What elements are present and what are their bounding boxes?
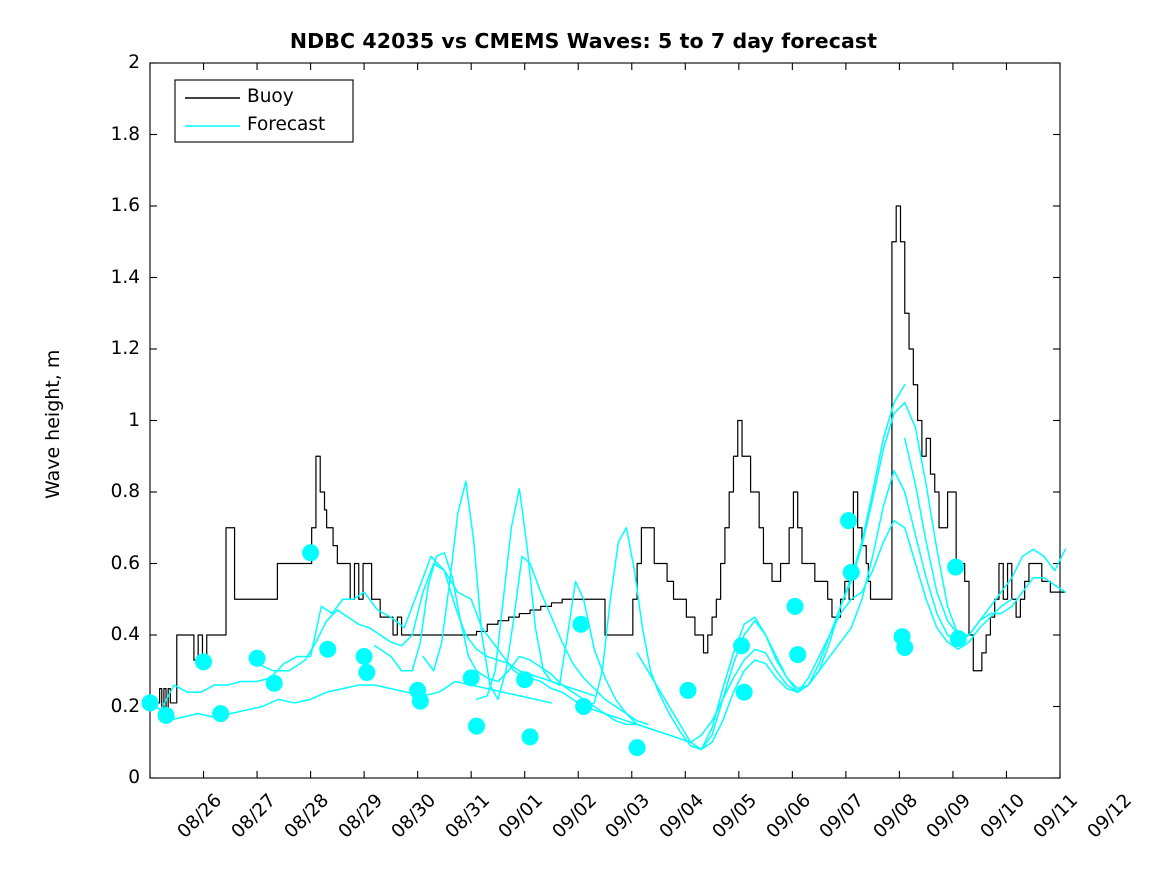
forecast-marker — [212, 705, 230, 723]
y-axis-title: Wave height, m — [42, 349, 64, 499]
series-line-8 — [582, 527, 799, 751]
y-tick-label: 1.8 — [110, 123, 140, 145]
forecast-marker — [468, 717, 486, 735]
forecast-marker — [302, 544, 320, 562]
forecast-marker — [157, 706, 175, 724]
series-line-0 — [149, 205, 1066, 711]
legend-label-forecast: Forecast — [247, 114, 326, 135]
forecast-marker — [572, 615, 590, 633]
data-series-layer — [149, 205, 1067, 751]
forecast-marker — [679, 681, 697, 699]
forecast-marker — [733, 637, 750, 655]
y-tick-label: 1 — [128, 409, 140, 431]
legend-box — [174, 79, 354, 143]
forecast-marker — [842, 563, 860, 581]
forecast-marker — [248, 649, 266, 667]
forecast-marker — [319, 640, 337, 658]
series-line-2 — [165, 680, 553, 722]
forecast-markers-layer — [141, 512, 967, 757]
forecast-marker — [840, 512, 858, 530]
forecast-marker — [896, 639, 914, 657]
series-line-5 — [422, 480, 649, 726]
forecast-marker — [411, 692, 429, 710]
forecast-marker — [355, 647, 373, 665]
forecast-marker — [949, 630, 967, 648]
y-tick-label: 0 — [128, 767, 140, 788]
forecast-marker — [358, 664, 376, 682]
forecast-marker — [789, 646, 807, 664]
legend-label-buoy: Buoy — [247, 86, 294, 107]
y-tick-label: 2 — [128, 52, 140, 73]
series-line-3 — [256, 562, 596, 697]
forecast-marker — [462, 669, 480, 687]
series-line-12 — [796, 519, 1013, 693]
y-tick-label: 0.4 — [110, 624, 140, 645]
series-line-13 — [850, 469, 1067, 643]
y-tick-label: 0.6 — [110, 552, 140, 574]
forecast-marker — [735, 683, 753, 701]
y-tick-label: 0.2 — [110, 695, 140, 717]
legend-frame — [174, 79, 354, 143]
y-tick-label: 1.4 — [110, 266, 140, 288]
y-tick-label: 0.8 — [110, 481, 140, 502]
series-line-14 — [904, 437, 1067, 636]
forecast-marker — [516, 671, 534, 689]
forecast-marker — [141, 694, 159, 712]
y-tick-label: 1.2 — [110, 338, 140, 359]
series-line-10 — [689, 384, 906, 751]
y-tick-label: 1.6 — [110, 195, 140, 216]
forecast-marker — [575, 698, 593, 715]
page-title: NDBC 42035 vs CMEMS Waves: 5 to 7 day fo… — [289, 29, 878, 53]
series-line-11 — [743, 401, 960, 693]
forecast-marker — [265, 674, 283, 692]
forecast-marker — [628, 739, 646, 757]
forecast-marker — [947, 558, 965, 576]
forecast-marker — [786, 597, 804, 615]
series-line-1 — [149, 555, 526, 711]
forecast-marker — [521, 728, 539, 746]
axes-frame — [149, 62, 1061, 779]
forecast-marker — [195, 653, 213, 671]
series-line-7 — [529, 659, 745, 743]
